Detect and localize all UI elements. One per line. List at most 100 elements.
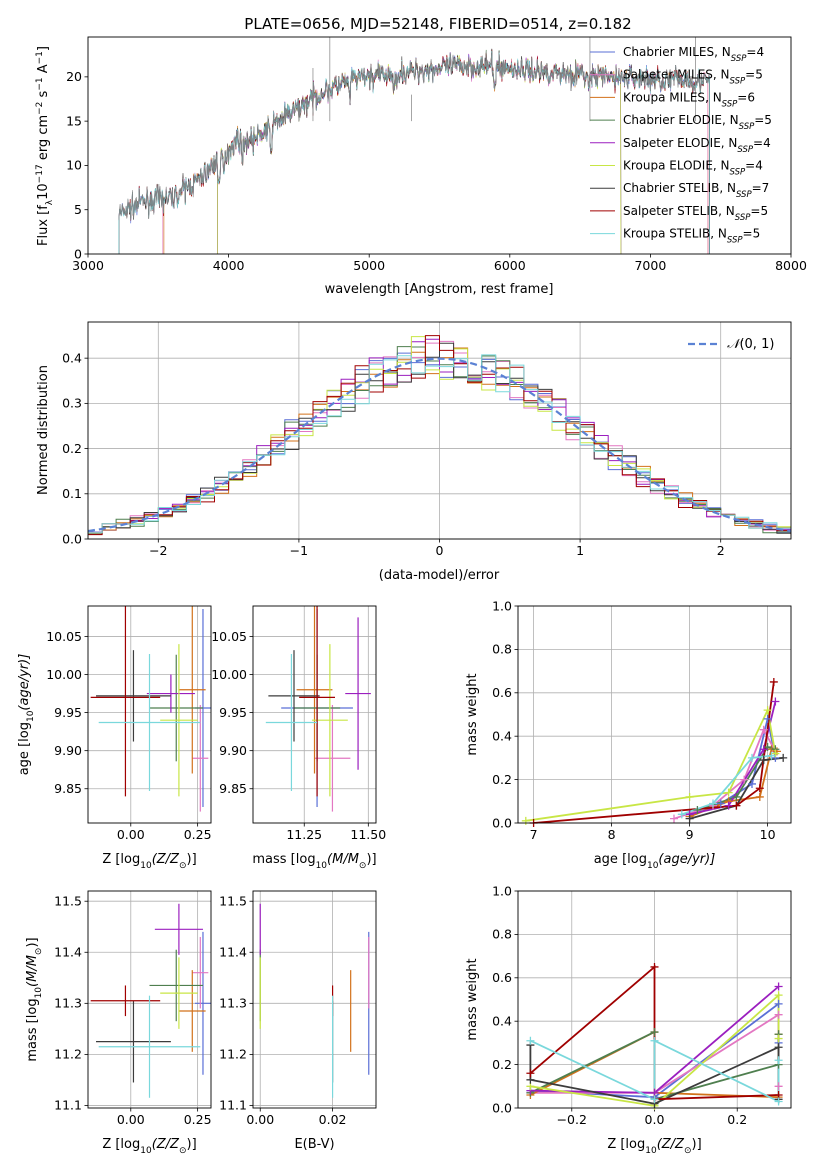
y-tick-label: 9.95 <box>54 705 82 720</box>
label-part: −2 <box>35 102 45 115</box>
legend-nssp-sub: SSP <box>727 236 743 246</box>
weight-marker <box>650 1036 659 1045</box>
x-tick-label: 9 <box>686 827 694 842</box>
x-tick-label: 0.02 <box>319 1112 347 1127</box>
label-part: 7 <box>762 181 770 195</box>
legend-entry: Kroupa MILES, NSSP=6 <box>623 90 755 109</box>
y-tick-label: 0.4 <box>492 1014 512 1029</box>
plot-area <box>118 37 710 254</box>
weight-marker <box>774 1034 783 1043</box>
y-tick-label: 11.2 <box>219 1047 247 1062</box>
weight-line <box>689 757 784 820</box>
weight-marker <box>748 753 756 762</box>
weight-marker <box>724 801 733 810</box>
weight-marker <box>759 756 768 765</box>
x-tick-label: 10 <box>760 827 776 842</box>
y-tick-label: 0.1 <box>62 486 82 501</box>
x-tick-label: 2 <box>717 543 725 558</box>
x-tick-label: 3000 <box>72 258 104 273</box>
weight-marker <box>740 775 749 784</box>
legend: Chabrier MILES, NSSP=4 Salpeter MILES , N S… <box>590 45 772 246</box>
legend-entry: Chabrier ELODIE, NSSP=5 <box>623 113 772 132</box>
y-tick-label: 1.0 <box>492 598 512 613</box>
label-part: 4 <box>755 159 763 173</box>
x-tick-label: 0.2 <box>727 1112 747 1127</box>
plot-area <box>90 903 211 1098</box>
legend-nssp-eq: = <box>752 181 762 195</box>
plot-area <box>525 681 784 823</box>
weight-marker <box>677 810 686 819</box>
legend-nssp-prefix: , N <box>719 181 736 195</box>
label-part: Z [log <box>102 852 140 867</box>
y-tick-label: 11.2 <box>54 1047 82 1062</box>
axes-frame <box>87 890 212 1109</box>
label-part: λ <box>45 199 55 205</box>
label-part: ] <box>36 46 51 51</box>
label-part: )] <box>187 1137 197 1152</box>
y-tick-label: 10.05 <box>46 629 82 644</box>
x-axis-label: Z [log10(Z/Z⊙)] <box>102 1137 196 1156</box>
normal-curve <box>88 357 791 533</box>
label-part: −17 <box>35 164 45 183</box>
y-tick-label: 11.1 <box>219 1098 247 1113</box>
y-tick-label: 11.4 <box>219 945 247 960</box>
label-part: Kroupa STELIB <box>623 227 710 241</box>
label-part: 5 <box>753 227 761 241</box>
legend-nssp-sub: SSP <box>735 213 751 223</box>
plot-area <box>90 606 211 812</box>
x-tick-label: 7 <box>530 827 538 842</box>
label-part: Chabrier STELIB <box>623 181 719 195</box>
label-part: −1 <box>35 51 45 64</box>
label-part: age [log <box>594 852 647 867</box>
y-axis-label: Flux [fλ10−17 erg cm−2 s−1 A−1] <box>35 46 55 246</box>
label-part: Salpeter MILES <box>623 68 713 82</box>
label-part: 10 <box>34 987 44 999</box>
label-part: ⊙ <box>179 861 187 871</box>
plot-area <box>529 965 780 1107</box>
y-axis-label: mass weight <box>465 673 480 755</box>
weight-marker <box>774 1056 783 1065</box>
x-axis-label: age [log10(age/yr)] <box>594 852 716 871</box>
y-axis-label: Normed distribution <box>36 365 51 495</box>
weight-marker <box>650 1095 659 1104</box>
weight-marker <box>724 788 733 797</box>
legend-entry: Salpeter STELIB, NSSP=5 <box>623 204 768 223</box>
y-tick-label: 0.4 <box>492 729 512 744</box>
mass-weight-vs-metallicity-panel: −0.2 0.0 0.2 0.0 0.2 0.4 0.6 0.8 1.0 Z [log10(Z/Z… <box>465 883 792 1156</box>
legend-nssp-sub: SSP <box>730 77 746 87</box>
axes-frame <box>252 605 377 824</box>
x-tick-label: 0.0 <box>645 1112 665 1127</box>
label-part: Chabrier ELODIE <box>623 113 722 127</box>
legend-nssp-sub: SSP <box>730 168 746 178</box>
y-tick-label: 0.8 <box>492 927 512 942</box>
weight-marker <box>774 982 783 991</box>
x-axis-label: Z [log10(Z/Z⊙)] <box>607 1137 701 1156</box>
legend-entry: 𝒩(0, 1) <box>727 337 774 352</box>
x-tick-label: 5000 <box>353 258 385 273</box>
label-part: 5 <box>755 68 763 82</box>
label-part: )] <box>187 852 197 867</box>
label-part: Flux [f <box>36 205 51 246</box>
weight-marker <box>774 1082 783 1091</box>
mass-vs-extinction-panel: 0.00 0.02 11.1 11.2 11.3 11.4 11.5 E(B-V) <box>219 890 377 1152</box>
label-part: 10 <box>140 1146 152 1156</box>
weight-marker <box>748 779 756 788</box>
label-part: Z [log <box>607 1137 645 1152</box>
label-part: ⊙ <box>684 1146 692 1156</box>
x-tick-label: 6000 <box>494 258 526 273</box>
label-part: (M/M <box>25 955 40 987</box>
label-part: (age/yr)] <box>658 852 715 867</box>
weight-marker <box>774 1043 783 1052</box>
legend-entry: Chabrier MILES, NSSP=4 <box>623 45 764 64</box>
y-tick-label: 11.5 <box>219 894 247 909</box>
weight-marker <box>521 816 530 825</box>
label-part: (Z/Z <box>152 852 180 867</box>
legend-nssp-eq: = <box>737 90 747 104</box>
weight-marker <box>732 792 741 801</box>
x-tick-label: 8 <box>608 827 616 842</box>
legend-nssp-sub: SSP <box>739 122 755 132</box>
x-tick-label: 0 <box>436 543 444 558</box>
x-tick-label: 11.25 <box>286 827 322 842</box>
